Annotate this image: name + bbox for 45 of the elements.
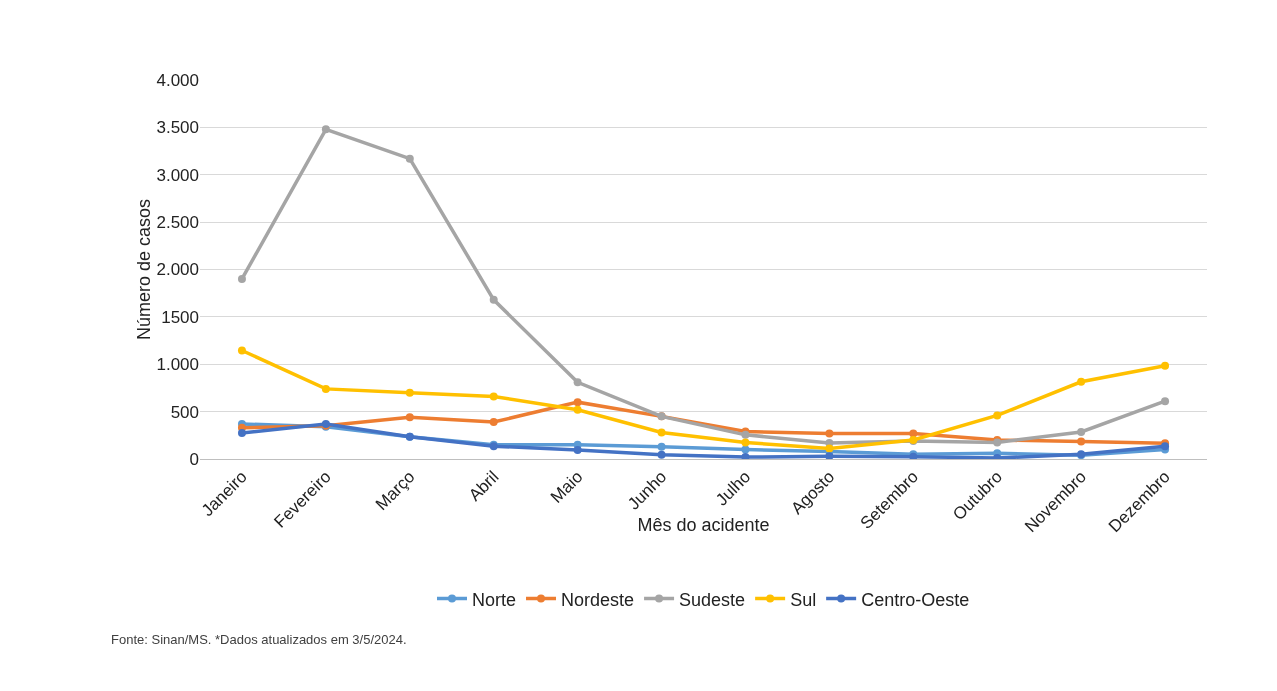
point	[237, 346, 246, 355]
point	[1161, 397, 1170, 406]
y-tick-label: 1.000	[156, 355, 199, 375]
y-tick-label: 500	[170, 402, 199, 422]
y-tick-label: 2.000	[156, 260, 199, 280]
point	[993, 411, 1002, 420]
legend-label: Norte	[472, 589, 517, 610]
point	[405, 413, 414, 422]
point	[573, 446, 582, 454]
legend-label: Nordeste	[561, 589, 635, 610]
point	[237, 274, 246, 283]
point	[321, 384, 330, 393]
point	[405, 154, 414, 163]
point	[489, 418, 498, 427]
y-tick-label: 0	[189, 449, 199, 469]
point	[489, 295, 498, 304]
y-tick-label: 3.500	[156, 118, 199, 138]
point	[1077, 428, 1086, 436]
point	[573, 398, 582, 407]
y-tick-label: 2.500	[156, 213, 199, 233]
y-tick-label: 3.000	[156, 165, 199, 185]
point	[741, 445, 750, 454]
point	[237, 428, 246, 437]
point	[573, 378, 582, 387]
point	[1077, 377, 1086, 386]
point	[1161, 361, 1170, 370]
point	[405, 388, 414, 397]
source-note: Fonte: Sinan/MS. *Dados atualizados em 3/5/2024.	[111, 632, 407, 647]
point	[909, 429, 918, 438]
point	[657, 442, 666, 451]
point	[825, 429, 834, 438]
point	[741, 438, 750, 447]
x-axis-title: Mês do acidente	[637, 515, 770, 536]
point	[657, 450, 666, 459]
y-tick-label: 1500	[161, 307, 199, 327]
legend-label: Centro-Oeste	[861, 589, 970, 610]
point	[657, 428, 666, 437]
legend-label: Sul	[790, 589, 817, 610]
legend-label: Sudeste	[679, 589, 746, 610]
point	[321, 125, 330, 134]
point	[489, 392, 498, 401]
point	[1077, 437, 1086, 446]
point	[573, 405, 582, 414]
y-tick-label: 4.000	[156, 70, 199, 90]
y-axis-title: Número de casos	[134, 198, 155, 341]
